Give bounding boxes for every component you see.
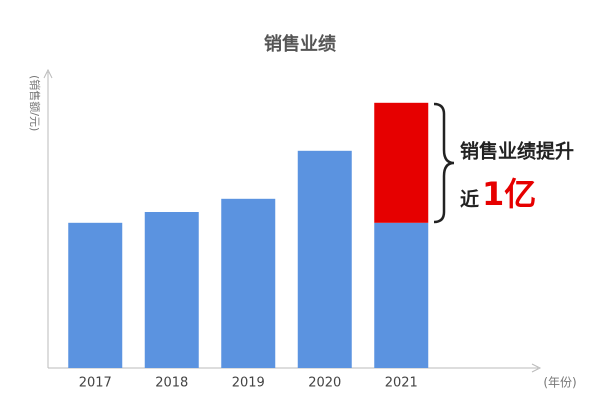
x-axis-arrow xyxy=(531,363,542,373)
x-tick-label: 2017 xyxy=(79,376,112,391)
bar xyxy=(374,222,429,368)
y-axis-label: (销售额/元) xyxy=(28,75,42,131)
bar xyxy=(68,222,123,368)
x-tick-label: 2021 xyxy=(385,376,418,391)
x-tick-label: 2019 xyxy=(232,376,265,391)
y-axis-arrow xyxy=(43,68,53,79)
bar xyxy=(297,150,352,368)
annotation-highlight: 1亿 xyxy=(482,175,536,213)
annotation-prefix: 近 xyxy=(460,189,479,211)
brace xyxy=(433,102,455,224)
x-axis-label: (年份) xyxy=(543,376,576,390)
bar xyxy=(221,198,276,368)
bar xyxy=(374,102,429,223)
bar xyxy=(144,212,199,368)
annotation-text: 销售业绩提升 xyxy=(460,140,574,163)
chart-title: 销售业绩 xyxy=(264,33,336,55)
x-tick-label: 2018 xyxy=(155,376,188,391)
x-tick-label: 2020 xyxy=(308,376,341,391)
